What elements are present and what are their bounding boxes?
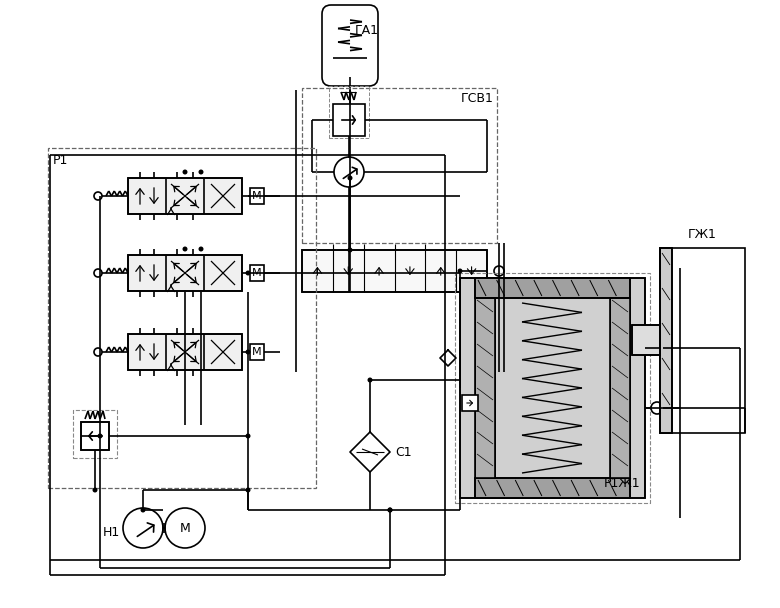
Bar: [632, 325, 660, 355]
Text: M: M: [252, 191, 261, 201]
Bar: [81, 422, 109, 450]
Bar: [128, 178, 242, 214]
Circle shape: [246, 271, 250, 275]
Bar: [660, 248, 672, 433]
Text: Н1: Н1: [103, 527, 120, 539]
Text: Р1: Р1: [53, 153, 69, 167]
Bar: [475, 298, 495, 478]
Circle shape: [246, 434, 250, 438]
Text: ГСВ1: ГСВ1: [461, 91, 494, 105]
Bar: [128, 255, 242, 291]
Bar: [475, 278, 630, 298]
Circle shape: [348, 176, 353, 181]
Circle shape: [183, 170, 187, 174]
Bar: [632, 325, 660, 355]
Bar: [660, 248, 745, 433]
Circle shape: [246, 350, 250, 354]
Circle shape: [183, 246, 187, 252]
Bar: [302, 88, 497, 243]
Text: Р1Ж1: Р1Ж1: [604, 477, 640, 490]
Circle shape: [388, 508, 392, 513]
Bar: [475, 278, 630, 298]
Bar: [128, 334, 242, 370]
Circle shape: [98, 434, 102, 438]
Text: M: M: [252, 347, 261, 357]
Circle shape: [140, 508, 146, 513]
Bar: [333, 104, 365, 136]
Bar: [475, 478, 630, 498]
Circle shape: [388, 508, 392, 513]
Bar: [250, 188, 264, 204]
Bar: [302, 250, 487, 292]
Bar: [128, 178, 242, 214]
Bar: [329, 86, 369, 138]
Bar: [250, 344, 264, 360]
Bar: [610, 298, 630, 478]
Text: ГА1: ГА1: [355, 24, 379, 36]
Bar: [475, 478, 630, 498]
Text: ГЖ1: ГЖ1: [687, 227, 717, 241]
Text: С1: С1: [395, 446, 412, 458]
Bar: [610, 298, 630, 478]
Bar: [128, 255, 242, 291]
Circle shape: [198, 170, 204, 174]
Bar: [250, 265, 264, 281]
Bar: [460, 278, 645, 498]
Text: М: М: [179, 522, 190, 534]
Bar: [660, 248, 672, 433]
Bar: [455, 273, 650, 503]
Bar: [475, 298, 495, 478]
Circle shape: [198, 246, 204, 252]
Circle shape: [367, 378, 373, 382]
Text: M: M: [252, 268, 261, 278]
Circle shape: [458, 269, 463, 274]
Bar: [81, 422, 109, 450]
Circle shape: [93, 488, 98, 492]
Bar: [48, 148, 316, 488]
Bar: [73, 410, 117, 458]
Bar: [460, 278, 645, 498]
Bar: [128, 334, 242, 370]
Bar: [302, 250, 487, 292]
Circle shape: [246, 488, 250, 492]
Bar: [462, 395, 478, 411]
Circle shape: [348, 247, 353, 252]
